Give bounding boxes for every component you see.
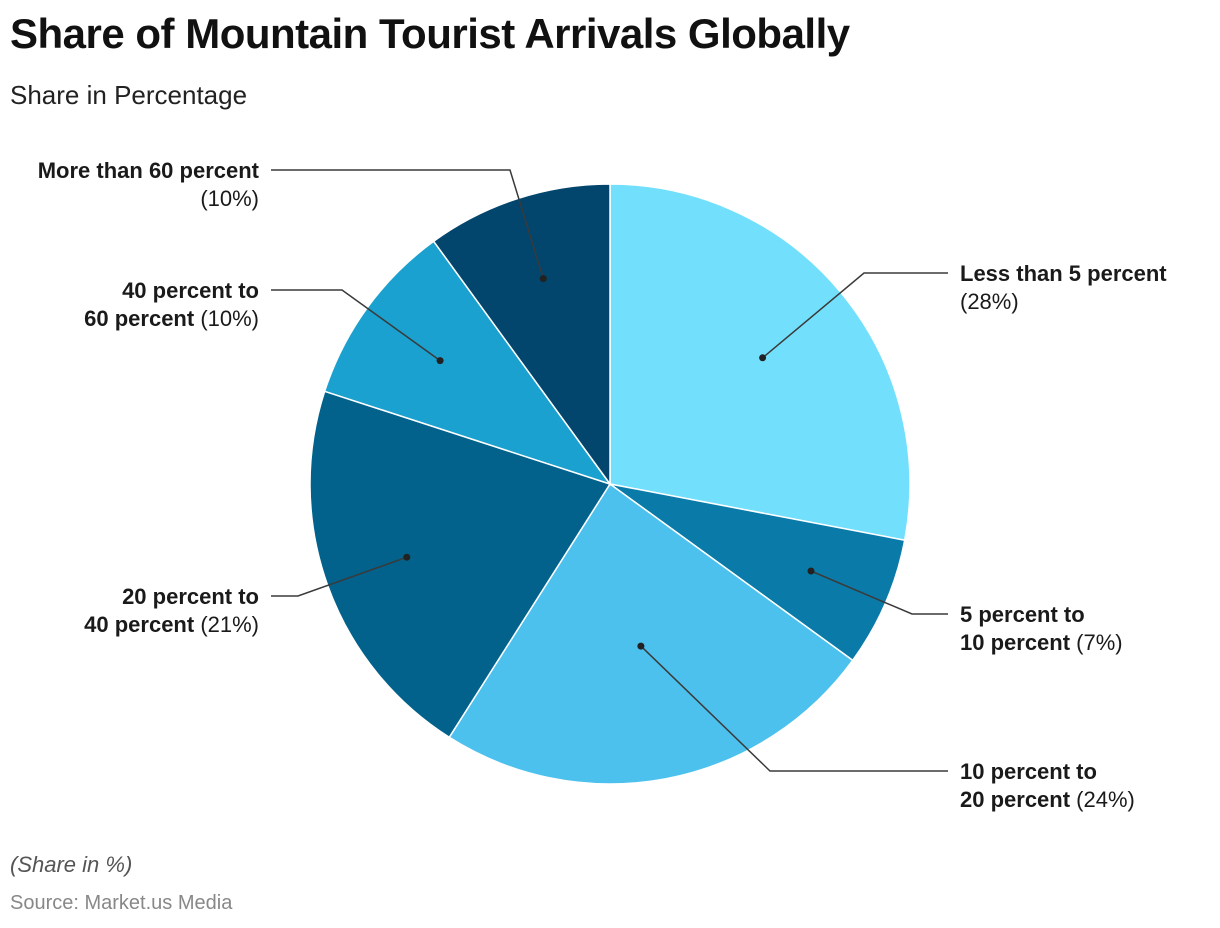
slice-label-5-percent-to-10-percent: 5 percent to 10 percent (7%) [960, 602, 1123, 655]
leader-dot-5-percent-to-10-percent [807, 567, 815, 575]
leader-dot-20-percent-to-40-percent [403, 553, 411, 561]
slice-label-more-than-60-percent: More than 60 percent (10%) [38, 158, 260, 211]
leader-line-10-percent-to-20-percent [640, 645, 948, 772]
chart-subtitle: Share in Percentage [10, 80, 248, 110]
leader-dot-more-than-60-percent [539, 275, 547, 283]
leader-line-40-percent-to-60-percent [271, 289, 441, 362]
slice-label-10-percent-to-20-percent: 10 percent to 20 percent (24%) [960, 759, 1135, 812]
leader-line-less-than-5-percent [762, 272, 948, 359]
leader-line-5-percent-to-10-percent [810, 570, 948, 615]
slice-label-less-than-5-percent: Less than 5 percent (28%) [960, 261, 1167, 314]
pie-slice-10-percent-to-20-percent [448, 482, 854, 785]
leader-lines [271, 169, 948, 772]
leader-dot-10-percent-to-20-percent [637, 642, 645, 650]
leader-line-20-percent-to-40-percent [271, 556, 408, 597]
pie-slice-more-than-60-percent [432, 183, 611, 487]
chart-title: Share of Mountain Tourist Arrivals Globa… [10, 10, 850, 57]
slice-label-40-percent-to-60-percent: 40 percent to 60 percent (10%) [84, 278, 259, 331]
units-note: (Share in %) [10, 852, 133, 877]
pie-slice-less-than-5-percent [609, 183, 911, 542]
leader-dot-less-than-5-percent [759, 354, 767, 362]
slice-label-20-percent-to-40-percent: 20 percent to 40 percent (21%) [84, 584, 259, 637]
pie-slices [309, 183, 911, 785]
slice-labels: Less than 5 percent (28%) 5 percent to 10 p… [38, 158, 1168, 812]
source-text: Source: Market.us Media [10, 892, 233, 914]
leader-line-more-than-60-percent [271, 169, 545, 279]
leader-dot-40-percent-to-60-percent [436, 357, 444, 365]
